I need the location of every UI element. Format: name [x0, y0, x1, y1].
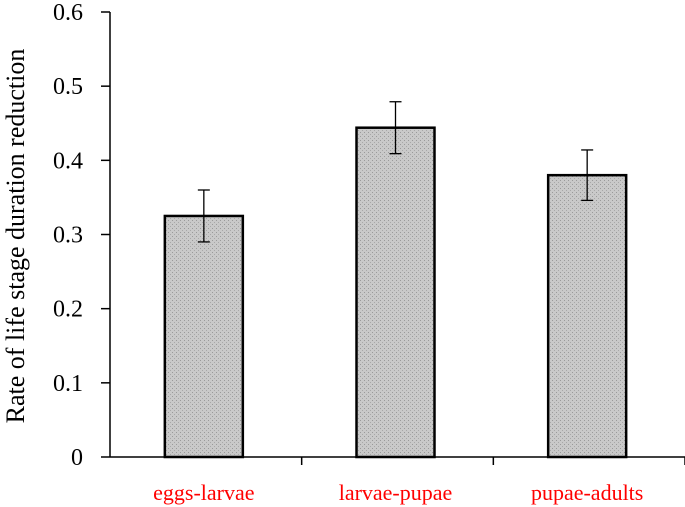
bar: [355, 126, 436, 459]
y-tick-label: 0: [71, 445, 83, 471]
y-axis-title: Rate of life stage duration reduction: [1, 49, 30, 424]
y-tick-label: 0.2: [53, 297, 83, 323]
bar: [546, 173, 628, 459]
y-tick-label: 0.5: [53, 74, 83, 100]
bar: [163, 214, 245, 459]
x-tick-label: pupae-adults: [531, 480, 643, 505]
x-tick-label: larvae-pupae: [339, 480, 453, 505]
x-tick-label: eggs-larvae: [153, 480, 254, 505]
y-tick-label: 0.6: [53, 0, 83, 26]
y-tick-label: 0.3: [53, 223, 83, 249]
y-tick-label: 0.4: [53, 148, 83, 174]
y-tick-label: 0.1: [53, 371, 83, 397]
plot-area: 0 0.1 0.2 0.3 0.4 0.5 0.6 eggs-larvae larvae-pup…: [53, 0, 685, 505]
